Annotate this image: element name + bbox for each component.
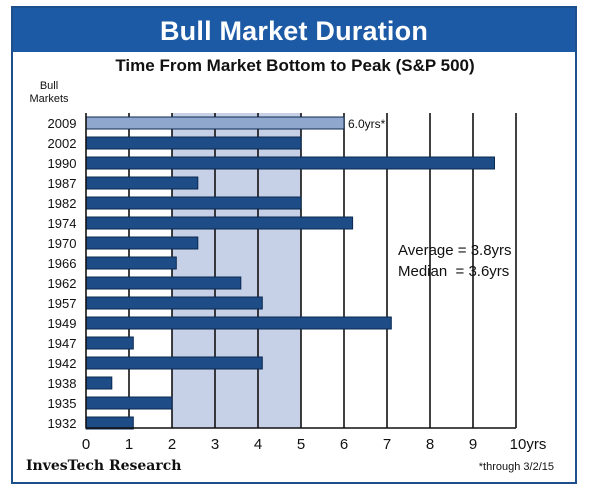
category-label: 1970	[48, 236, 77, 251]
category-label: 1938	[48, 376, 77, 391]
y-axis-label: Bull Markets	[29, 80, 69, 105]
bar-1942	[85, 356, 263, 370]
footnote: *through 3/2/15	[478, 461, 554, 473]
x-tick-label: 9	[469, 436, 477, 453]
x-tick-label: 8	[426, 436, 434, 453]
x-tick-label: 6	[340, 436, 348, 453]
x-tick-label: 2	[168, 436, 176, 453]
category-label: 1974	[48, 216, 77, 231]
bar-1935	[85, 396, 173, 410]
bar-1947	[85, 336, 134, 350]
bar-1949	[85, 316, 392, 330]
bar-1962	[85, 276, 242, 290]
category-label: 1957	[48, 296, 77, 311]
category-label: 1990	[48, 156, 77, 171]
x-tick-label: 3	[211, 436, 219, 453]
x-tick-label: 10yrs	[510, 436, 547, 453]
category-label: 1947	[48, 336, 77, 351]
bar-1966	[85, 256, 177, 270]
category-label: 1962	[48, 276, 77, 291]
bar-1970	[85, 236, 199, 250]
category-label: 2009	[48, 116, 77, 131]
source-label: InvesTech Research	[26, 458, 182, 474]
category-label: 1987	[48, 176, 77, 191]
chart-subtitle: Time From Market Bottom to Peak (S&P 500…	[115, 56, 475, 75]
category-label: 1932	[48, 416, 77, 431]
average-stat: Average = 3.8yrs	[398, 242, 512, 259]
bar-1974	[85, 216, 354, 230]
category-label: 1942	[48, 356, 77, 371]
x-tick-label: 5	[297, 436, 305, 453]
x-tick-label: 1	[125, 436, 133, 453]
category-label: 1966	[48, 256, 77, 271]
x-tick-label: 0	[82, 436, 90, 453]
category-label: 1982	[48, 196, 77, 211]
bar-1938	[85, 376, 113, 390]
category-label: 1935	[48, 396, 77, 411]
x-tick-label: 4	[254, 436, 262, 453]
median-stat: Median = 3.6yrs	[398, 263, 510, 280]
bar-2009	[85, 116, 345, 130]
bar-1982	[85, 196, 302, 210]
summary-stats: Average = 3.8yrs Median = 3.6yrs	[398, 240, 512, 282]
data-label: 6.0yrs*	[348, 117, 386, 131]
bar-1990	[85, 156, 495, 170]
bar-1957	[85, 296, 263, 310]
x-tick-label: 7	[383, 436, 391, 453]
category-label: 1949	[48, 316, 77, 331]
bar-2002	[85, 136, 302, 150]
chart-banner-title: Bull Market Duration	[13, 8, 575, 52]
category-label: 2002	[48, 136, 77, 151]
bar-1987	[85, 176, 199, 190]
